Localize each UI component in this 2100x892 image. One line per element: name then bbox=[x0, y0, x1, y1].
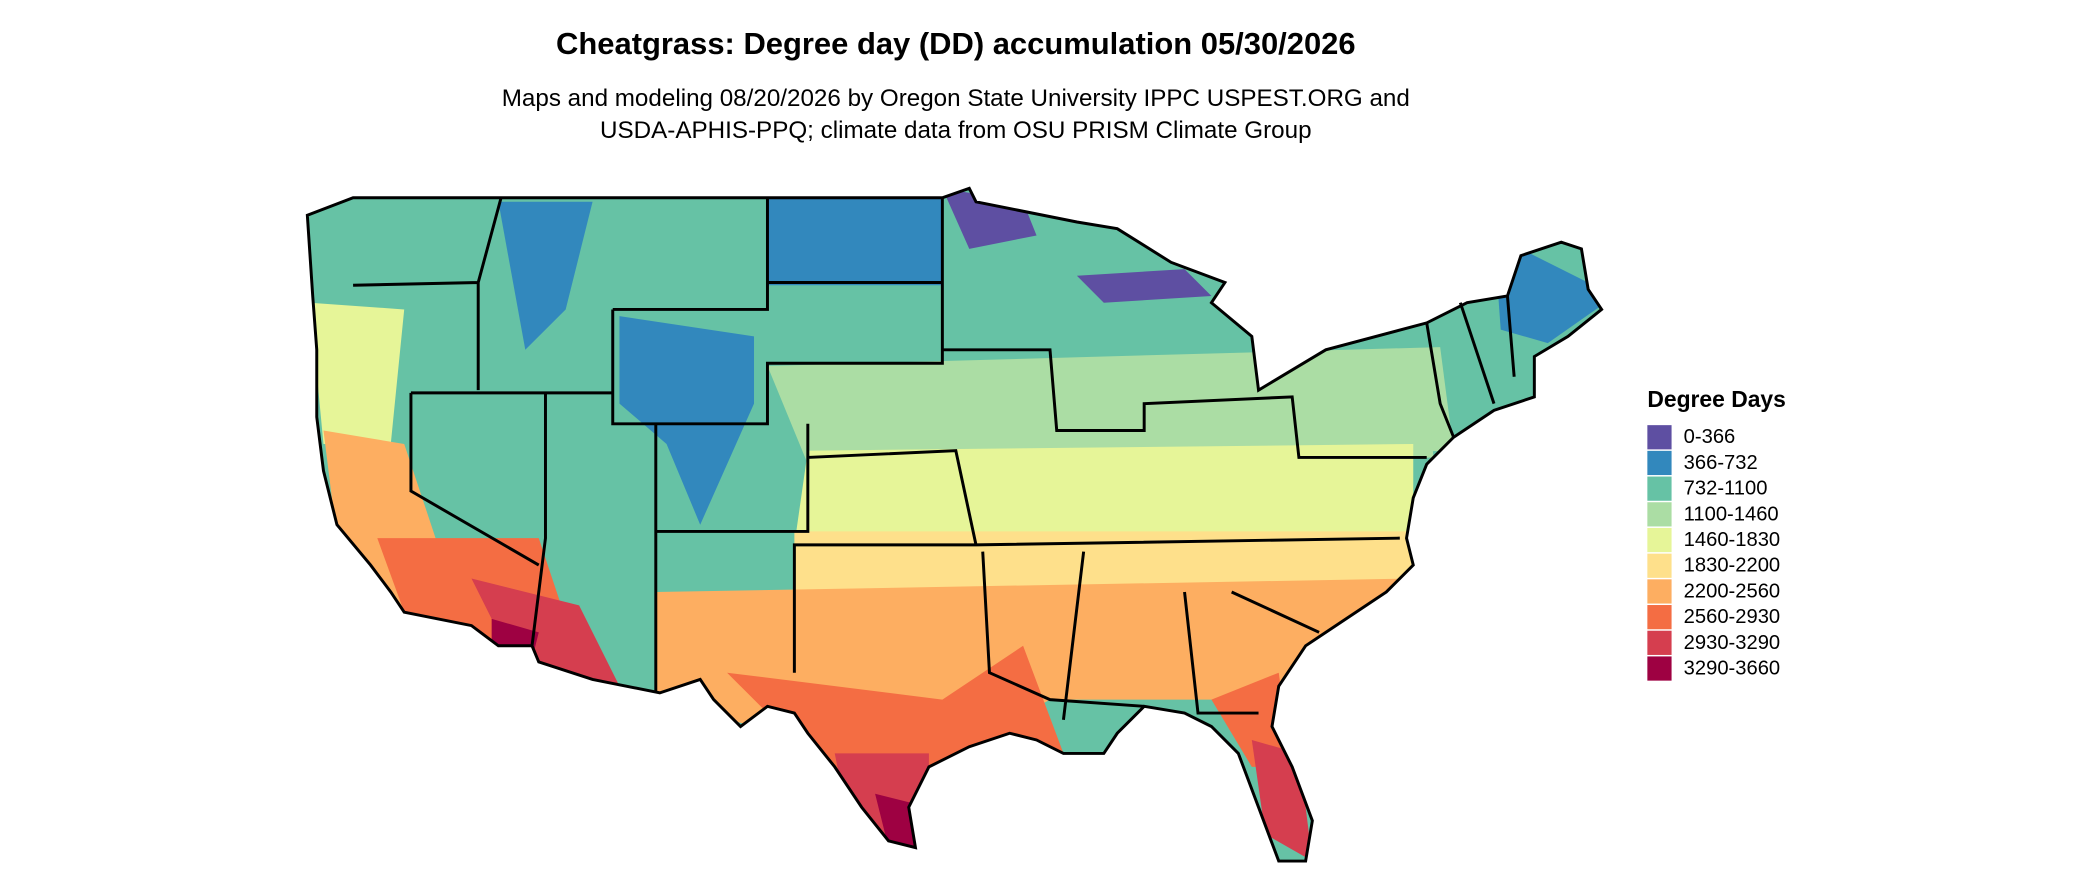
map-region bbox=[794, 443, 1414, 545]
map-region bbox=[1076, 269, 1212, 303]
map-region bbox=[1211, 672, 1293, 767]
legend-swatch bbox=[1647, 630, 1672, 655]
map-region bbox=[1292, 376, 1434, 465]
legend-swatch bbox=[1647, 476, 1672, 501]
map-region bbox=[310, 302, 405, 444]
map-title: Cheatgrass: Degree day (DD) accumulation… bbox=[556, 26, 1356, 61]
legend-label: 732-1100 bbox=[1684, 478, 1768, 500]
legend-title: Degree Days bbox=[1647, 386, 1786, 412]
legend-label: 366-732 bbox=[1684, 452, 1758, 474]
map-region bbox=[767, 188, 943, 286]
legend-swatch bbox=[1647, 605, 1672, 630]
map-subtitle: Maps and modeling 08/20/2026 by Oregon S… bbox=[502, 85, 1410, 112]
legend-label: 1100-1460 bbox=[1684, 503, 1779, 525]
legend-label: 3290-3660 bbox=[1684, 658, 1780, 680]
legend-swatch bbox=[1647, 450, 1672, 476]
legend-swatch bbox=[1647, 656, 1672, 681]
legend-label: 2560-2930 bbox=[1684, 606, 1780, 628]
map-region bbox=[498, 201, 593, 350]
legend: 0-366 366-732 732-1100 1100-1460 1460-1830 18… bbox=[1647, 425, 1780, 681]
legend-label: 2200-2560 bbox=[1684, 580, 1780, 602]
legend-label: 1830-2200 bbox=[1684, 555, 1780, 577]
map-region bbox=[727, 645, 1064, 808]
legend-swatch bbox=[1647, 553, 1672, 578]
state-borders bbox=[305, 186, 1604, 863]
legend-swatch bbox=[1647, 579, 1672, 604]
map-subtitle: USDA-APHIS-PPQ; climate data from OSU PR… bbox=[600, 117, 1311, 144]
legend-swatch bbox=[1647, 425, 1672, 450]
legend-label: 2930-3290 bbox=[1684, 632, 1780, 654]
legend-label: 0-366 bbox=[1684, 426, 1736, 448]
map-region bbox=[1493, 235, 1602, 344]
legend-label: 1460-1830 bbox=[1684, 529, 1780, 551]
map-region bbox=[471, 578, 620, 687]
legend-swatch bbox=[1647, 502, 1672, 527]
legend-swatch bbox=[1647, 527, 1672, 553]
map-region bbox=[619, 316, 755, 525]
